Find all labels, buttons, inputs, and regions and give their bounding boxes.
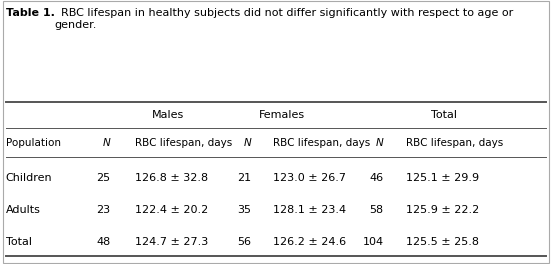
Text: N: N — [103, 138, 110, 148]
Text: Population: Population — [6, 138, 61, 148]
Text: 126.8 ± 32.8: 126.8 ± 32.8 — [135, 173, 208, 183]
Text: 104: 104 — [363, 237, 384, 247]
Text: 122.4 ± 20.2: 122.4 ± 20.2 — [135, 205, 209, 215]
Text: 48: 48 — [96, 237, 110, 247]
Text: 125.5 ± 25.8: 125.5 ± 25.8 — [406, 237, 479, 247]
Text: Adults: Adults — [6, 205, 40, 215]
Text: 124.7 ± 27.3: 124.7 ± 27.3 — [135, 237, 209, 247]
Text: 125.9 ± 22.2: 125.9 ± 22.2 — [406, 205, 479, 215]
Text: RBC lifespan, days: RBC lifespan, days — [273, 138, 370, 148]
Text: RBC lifespan in healthy subjects did not differ significantly with respect to ag: RBC lifespan in healthy subjects did not… — [54, 8, 513, 30]
Text: Children: Children — [6, 173, 52, 183]
Text: 128.1 ± 23.4: 128.1 ± 23.4 — [273, 205, 346, 215]
Text: N: N — [243, 138, 251, 148]
Text: Females: Females — [258, 110, 305, 120]
Text: 56: 56 — [237, 237, 251, 247]
Text: 46: 46 — [369, 173, 384, 183]
Text: Total: Total — [431, 110, 458, 120]
Text: 35: 35 — [237, 205, 251, 215]
Text: 25: 25 — [96, 173, 110, 183]
Text: 23: 23 — [96, 205, 110, 215]
Text: RBC lifespan, days: RBC lifespan, days — [406, 138, 503, 148]
Text: RBC lifespan, days: RBC lifespan, days — [135, 138, 232, 148]
Text: Total: Total — [6, 237, 31, 247]
Text: 123.0 ± 26.7: 123.0 ± 26.7 — [273, 173, 346, 183]
Text: 21: 21 — [237, 173, 251, 183]
Text: N: N — [376, 138, 384, 148]
Text: 126.2 ± 24.6: 126.2 ± 24.6 — [273, 237, 346, 247]
Text: Table 1.: Table 1. — [6, 8, 55, 18]
Text: Males: Males — [152, 110, 184, 120]
Text: 125.1 ± 29.9: 125.1 ± 29.9 — [406, 173, 479, 183]
Text: 58: 58 — [369, 205, 384, 215]
